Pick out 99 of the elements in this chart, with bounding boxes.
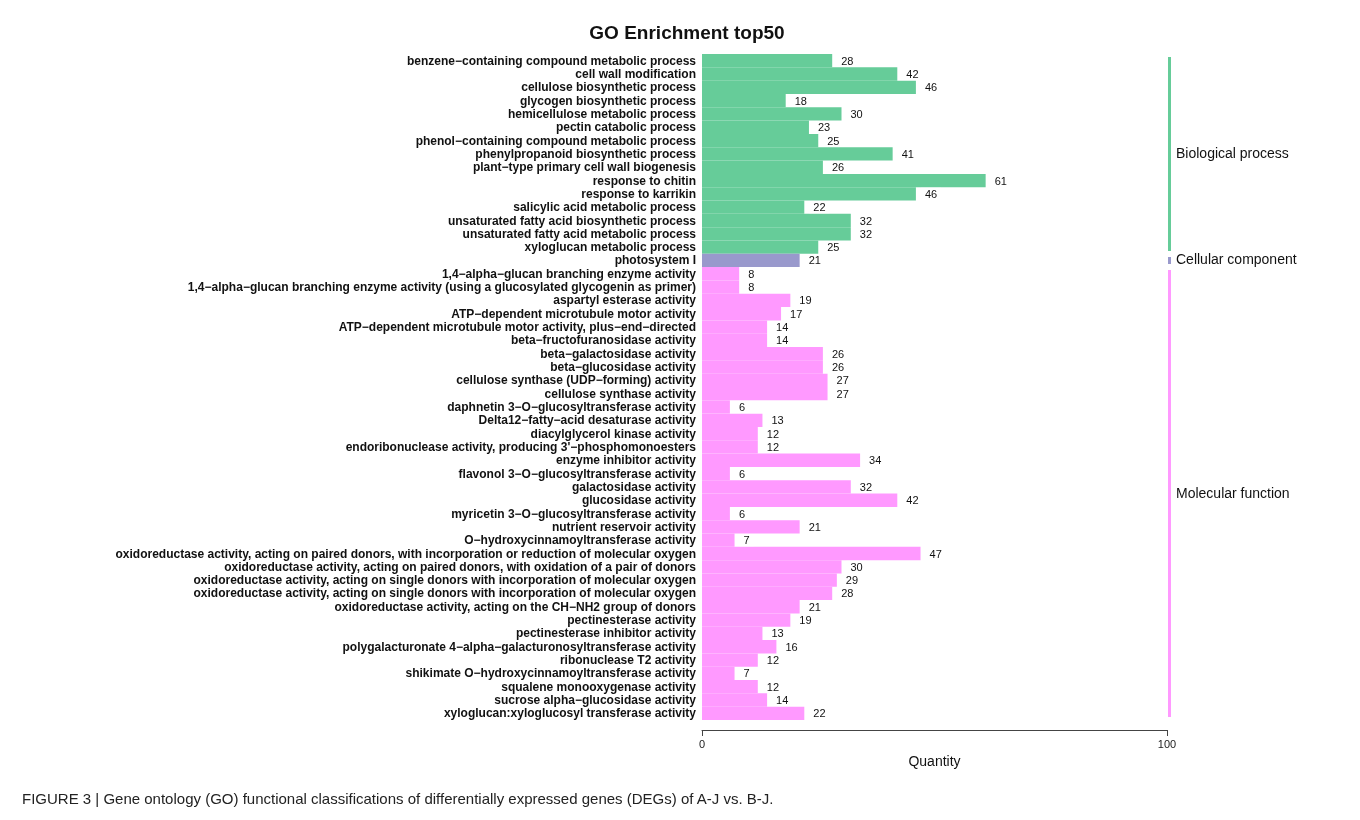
y-tick-label: O−hydroxycinnamoyltransferase activity: [464, 533, 697, 548]
y-tick-label: squalene monooxygenase activity: [501, 679, 697, 694]
data-label: 26: [831, 347, 845, 360]
text: Biological process: [1176, 144, 1289, 161]
y-tick-label: 1,4−alpha−glucan branching enzyme activity: [441, 266, 697, 281]
data-label: 26: [831, 361, 845, 374]
caption: FIGURE 3 | Gene ontology (GO) functional classifications of differentially expressed genes (DEGs) of A-J vs. B-J.: [22, 790, 774, 807]
y-tick-label: oxidoreductase activity, acting on the CH−NH2 group of donors: [334, 599, 697, 614]
data-label: 18: [794, 94, 807, 107]
y-tick-label: xyloglucan metabolic process: [524, 240, 697, 255]
data-label: 25: [827, 241, 840, 254]
data-label: 21: [808, 600, 821, 613]
y-tick-label: cellulose synthase activity: [544, 386, 697, 401]
y-tick-label: oxidoreductase activity, acting on single donors with incorporation of molecular oxygen: [193, 573, 696, 588]
y-tick-label: xyloglucan:xyloglucosyl transferase activity: [443, 706, 697, 721]
data-label: 23: [817, 121, 831, 134]
y-tick-label: aspartyl esterase activity: [553, 293, 697, 308]
data-label: 46: [924, 187, 938, 200]
data-label: 29: [845, 574, 859, 587]
y-tick-label: cellulose synthase (UDP−forming) activity: [456, 373, 697, 388]
data-label: 19: [799, 614, 812, 627]
data-label: 42: [906, 67, 919, 80]
data-label: 26: [831, 161, 845, 174]
data-label: 21: [808, 254, 821, 267]
y-tick-label: Delta12−fatty−acid desaturase activity: [478, 413, 697, 428]
data-label: 12: [766, 654, 780, 667]
data-label: 42: [906, 494, 919, 507]
text: Molecular function: [1176, 484, 1290, 501]
data-label: 13: [771, 414, 784, 427]
data-label: 16: [785, 640, 798, 653]
y-tick-label: enzyme inhibitor activity: [555, 453, 697, 468]
data-label: 14: [776, 321, 789, 334]
data-label: 12: [766, 680, 780, 693]
y-tick-label: response to chitin: [592, 173, 696, 188]
y-tick-label: glucosidase activity: [581, 493, 697, 508]
data-label: 8: [748, 267, 755, 280]
y-tick-label: ATP−dependent microtubule motor activity: [451, 306, 697, 321]
data-label: 17: [790, 307, 803, 320]
data-label: 14: [776, 694, 789, 707]
y-tick-label: glycogen biosynthetic process: [519, 93, 697, 108]
y-tick-label: unsaturated fatty acid biosynthetic process: [447, 213, 697, 228]
data-label: 7: [743, 667, 750, 680]
y-tick-label: pectinesterase inhibitor activity: [515, 626, 697, 641]
data-label: 7: [743, 534, 750, 547]
y-tick-label: pectin catabolic process: [555, 120, 697, 135]
legend-label: Cellular component: [1176, 251, 1297, 268]
data-label: 21: [808, 520, 821, 533]
y-tick-label: beta−fructofuranosidase activity: [510, 333, 697, 348]
y-tick-label: diacylglycerol kinase activity: [530, 426, 697, 441]
y-tick-label: ATP−dependent microtubule motor activity, plus−end−directed: [338, 320, 696, 335]
y-tick-label: beta−galactosidase activity: [540, 346, 697, 361]
y-tick-label: polygalacturonate 4−alpha−galacturonosyltransferase activity: [342, 639, 697, 654]
data-label: 27: [836, 387, 849, 400]
data-label: 27: [836, 374, 849, 387]
y-tick-label: ribonuclease T2 activity: [559, 653, 697, 668]
data-label: 47: [929, 547, 942, 560]
data-label: 14: [776, 334, 789, 347]
y-tick-label: cellulose biosynthetic process: [521, 80, 697, 95]
y-tick-label: flavonol 3−O−glucosyltransferase activity: [458, 466, 697, 481]
y-tick-label: benzene−containing compound metabolic process: [406, 53, 697, 68]
data-label: 32: [859, 480, 873, 493]
y-tick-label: salicylic acid metabolic process: [513, 200, 697, 215]
data-label: 34: [869, 454, 882, 467]
y-tick-label: beta−glucosidase activity: [550, 360, 697, 375]
chart-title: GO Enrichment top50: [589, 22, 785, 43]
x-axis-title: Quantity: [908, 752, 961, 769]
data-label: 41: [901, 147, 914, 160]
data-label: 25: [827, 134, 840, 147]
data-label: 28: [841, 587, 854, 600]
data-label: 46: [924, 81, 938, 94]
data-label: 22: [813, 707, 826, 720]
y-tick-label: oxidoreductase activity, acting on paired donors, with incorporation or reduction of molecular oxygen: [115, 546, 696, 561]
bar: [702, 253, 800, 268]
y-tick-label: shikimate O−hydroxycinnamoyltransferase activity: [405, 666, 697, 681]
data-label: 12: [766, 427, 780, 440]
y-tick-label: pectinesterase activity: [567, 613, 697, 628]
data-label: 6: [738, 507, 746, 520]
data-label: 61: [994, 174, 1007, 187]
data-label: 32: [859, 227, 873, 240]
y-tick-label: phenol−containing compound metabolic process: [415, 133, 697, 148]
data-label: 22: [813, 201, 826, 214]
x-tick-label: 0: [698, 737, 706, 750]
data-label: 32: [859, 214, 873, 227]
y-tick-label: myricetin 3−O−glucosyltransferase activity: [451, 506, 697, 521]
data-label: 12: [766, 440, 780, 453]
data-label: 13: [771, 627, 784, 640]
y-tick-label: 1,4−alpha−glucan branching enzyme activity (using a glucosylated glycogenin as primer): [187, 280, 696, 295]
data-label: 6: [738, 400, 746, 413]
data-label: 30: [850, 560, 863, 573]
data-label: 19: [799, 294, 812, 307]
y-tick-label: photosystem I: [614, 253, 696, 268]
data-label: 30: [850, 107, 863, 120]
y-tick-label: oxidoreductase activity, acting on single donors with incorporation of molecular oxygen: [193, 586, 696, 601]
data-label: 8: [748, 281, 755, 294]
x-tick-label: 100: [1157, 737, 1177, 750]
y-tick-label: plant−type primary cell wall biogenesis: [472, 160, 697, 175]
y-tick-label: sucrose alpha−glucosidase activity: [494, 693, 697, 708]
data-label: 28: [841, 54, 854, 67]
data-label: 6: [738, 467, 746, 480]
